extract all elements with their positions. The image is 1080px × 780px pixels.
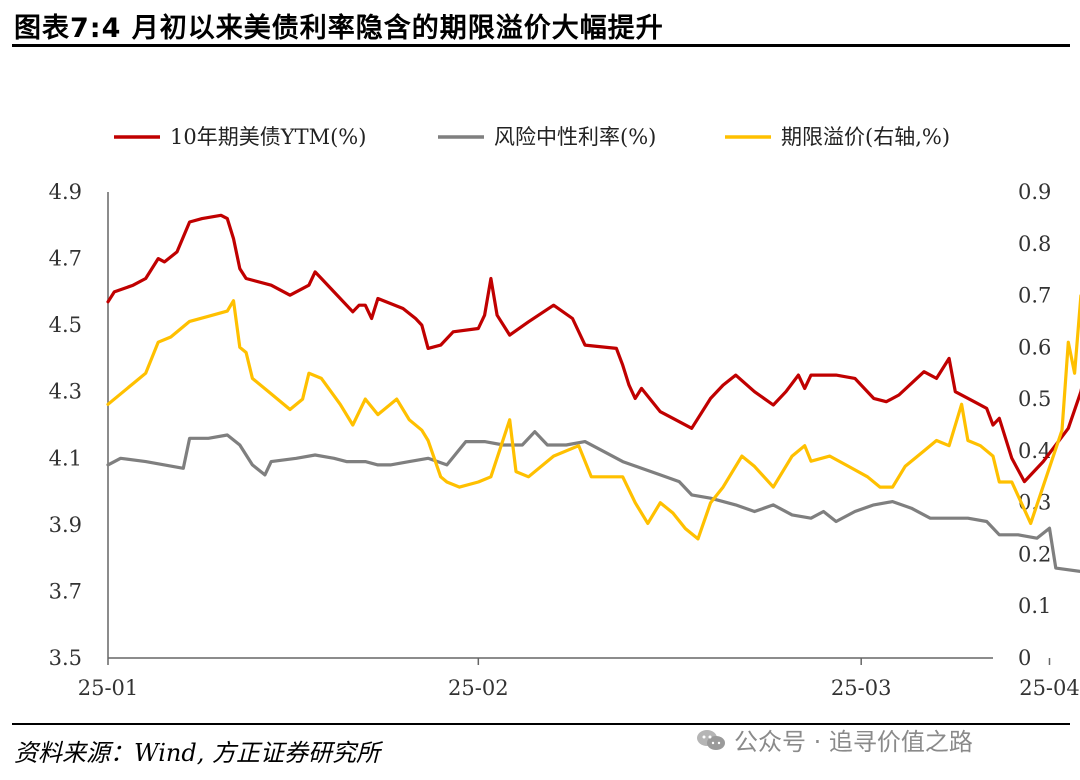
top-rule [12, 44, 1070, 47]
y-tick-label-right: 0.1 [1018, 594, 1051, 618]
watermark-text: 公众号 · 追寻价值之路 [734, 728, 973, 756]
y-tick-label-right: 0.2 [1018, 542, 1051, 566]
y-tick-label-left: 4.3 [49, 380, 82, 404]
source-note: 资料来源：Wind, 方正证券研究所 [14, 739, 380, 767]
y-tick-label-left: 4.9 [49, 180, 82, 204]
y-tick-label-left: 3.9 [49, 513, 82, 537]
y-tick-label-right: 0.7 [1018, 284, 1051, 308]
x-tick-label: 25-03 [831, 676, 892, 700]
axes: 3.53.73.94.14.34.54.74.900.10.20.30.40.5… [49, 180, 1080, 700]
bottom-rule [12, 723, 1070, 725]
y-tick-label-right: 0 [1018, 646, 1031, 670]
watermark: 公众号 · 追寻价值之路 [696, 722, 973, 757]
y-tick-label-right: 0.3 [1018, 491, 1051, 515]
y-tick-label-left: 4.7 [49, 247, 82, 271]
y-tick-label-left: 3.7 [49, 579, 82, 603]
x-tick-label: 25-04 [1019, 676, 1080, 700]
chart-title: 图表7:4 月初以来美债利率隐含的期限溢价大幅提升 [14, 13, 664, 44]
x-tick-label: 25-01 [78, 676, 139, 700]
legend: 10年期美债YTM(%) 风险中性利率(%) 期限溢价(右轴,%) [114, 125, 950, 149]
series-lines [106, 213, 1080, 573]
series-line-0 [106, 213, 1080, 484]
y-tick-label-right: 0.6 [1018, 335, 1051, 359]
y-tick-label-left: 4.5 [49, 313, 82, 337]
series-line-1 [106, 430, 1080, 573]
legend-label-0: 10年期美债YTM(%) [170, 125, 366, 149]
series-line-2 [106, 294, 1080, 541]
y-tick-label-left: 3.5 [49, 646, 82, 670]
legend-label-2: 期限溢价(右轴,%) [781, 125, 950, 149]
y-tick-label-left: 4.1 [49, 446, 82, 470]
legend-label-1: 风险中性利率(%) [494, 125, 656, 149]
y-tick-label-right: 0.8 [1018, 232, 1051, 256]
x-tick-label: 25-02 [448, 676, 509, 700]
wechat-icon [697, 729, 725, 750]
y-tick-label-right: 0.5 [1018, 387, 1051, 411]
y-tick-label-right: 0.9 [1018, 180, 1051, 204]
